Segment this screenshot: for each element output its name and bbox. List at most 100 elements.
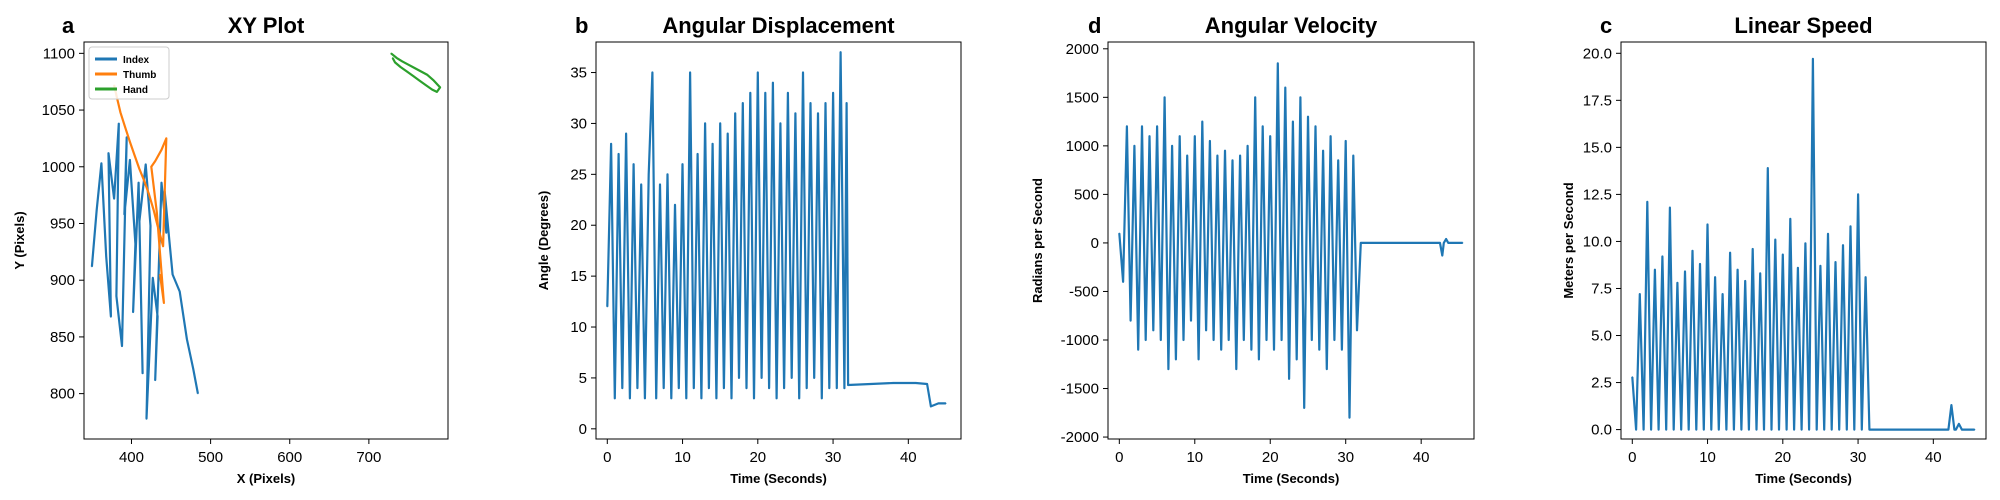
data-point: [1680, 429, 1682, 431]
plot-frame: [1620, 41, 1987, 440]
data-point: [1288, 378, 1290, 380]
data-point: [618, 153, 620, 155]
data-point: [1239, 155, 1241, 157]
data-point: [1224, 150, 1226, 152]
data-point: [779, 122, 782, 124]
data-point: [1774, 239, 1776, 241]
data-point: [186, 338, 188, 340]
data-point: [157, 225, 159, 227]
data-point: [425, 84, 427, 86]
y-tick-label: 950: [50, 215, 75, 232]
series-line-index: [90, 122, 199, 420]
data-point: [843, 387, 846, 389]
data-point: [394, 61, 396, 64]
data-point: [134, 243, 136, 245]
data-point: [1194, 135, 1196, 137]
data-point: [1348, 417, 1351, 419]
data-point: [813, 377, 815, 379]
data-point: [723, 387, 725, 389]
data-point: [420, 70, 422, 73]
data-point: [1816, 429, 1818, 431]
chart-panel-b: 0 10 20 30 40 0 5 10 15 20 25 30 35 Angular Displacem…: [536, 13, 962, 486]
data-point: [1273, 349, 1275, 351]
data-point: [145, 418, 148, 420]
data-point: [431, 89, 433, 91]
data-point: [1654, 269, 1656, 271]
y-tick-label: 25: [570, 166, 587, 183]
x-tick-label: 10: [1186, 449, 1203, 466]
data-point: [1646, 201, 1648, 203]
data-point: [406, 70, 408, 73]
x-axis-label: Time (Seconds): [730, 471, 827, 486]
data-point: [685, 397, 687, 399]
x-tick-label: 20: [1774, 449, 1791, 466]
data-point: [1126, 125, 1128, 127]
data-point: [1318, 349, 1320, 351]
data-point: [1635, 429, 1637, 431]
y-tick-label: 1100: [43, 45, 75, 62]
data-point: [1718, 429, 1720, 431]
data-point: [138, 182, 140, 184]
data-point: [1281, 339, 1283, 341]
x-tick-label: 30: [1850, 449, 1867, 466]
data-point: [1235, 368, 1237, 370]
chart-title: Angular Displacement: [662, 13, 895, 38]
y-tick-label: 0: [1091, 235, 1099, 252]
data-point: [1650, 429, 1652, 431]
data-point: [192, 368, 194, 370]
x-tick-label: 0: [1628, 449, 1636, 466]
chart-panel-a: 400 500 600 700 800 850 900 950 1000 1050 1100 XY P…: [12, 13, 449, 486]
data-point: [1164, 96, 1166, 98]
data-point: [138, 220, 140, 222]
series-line-data: [1631, 57, 1975, 431]
data-point: [152, 277, 154, 279]
data-point: [154, 160, 156, 162]
chart-title: XY Plot: [228, 13, 305, 38]
data-point: [1706, 223, 1709, 226]
y-tick-label: 0.0: [1591, 422, 1612, 439]
x-tick-label: 30: [825, 449, 842, 466]
data-point: [148, 193, 150, 195]
data-point: [1299, 96, 1301, 98]
y-axis-label: Radians per Second: [1030, 178, 1045, 303]
data-point: [1789, 218, 1791, 220]
data-point: [1148, 135, 1151, 137]
data-point: [1326, 368, 1328, 370]
data-point: [149, 225, 152, 227]
y-tick-label: -500: [1069, 283, 1099, 300]
x-tick-label: 30: [1337, 449, 1354, 466]
y-tick-label: 20.0: [1583, 45, 1612, 62]
data-point: [700, 397, 703, 399]
data-point: [715, 397, 718, 399]
data-point: [621, 387, 623, 389]
y-tick-label: 17.5: [1583, 92, 1612, 109]
data-point: [648, 173, 650, 175]
data-point: [1152, 329, 1154, 331]
y-tick-label: 20: [570, 217, 587, 234]
data-point: [1729, 252, 1731, 254]
data-point: [1360, 242, 1362, 244]
data-point: [1445, 238, 1447, 240]
data-point: [753, 397, 755, 399]
data-point: [1872, 429, 1874, 431]
y-tick-label: 900: [50, 272, 75, 289]
y-tick-label: -1000: [1061, 332, 1099, 349]
data-point: [937, 402, 940, 404]
data-point: [1307, 116, 1309, 118]
data-point: [113, 197, 115, 200]
data-point: [1676, 282, 1678, 284]
data-point: [1213, 339, 1215, 341]
x-tick-label: 40: [1925, 449, 1942, 466]
data-point: [1296, 358, 1298, 360]
y-tick-label: 10: [570, 319, 587, 336]
plot-frame: [1107, 41, 1475, 440]
data-point: [1958, 423, 1960, 425]
data-point: [1345, 140, 1347, 142]
data-point: [91, 266, 93, 268]
data-point: [142, 372, 144, 374]
data-point: [1330, 135, 1332, 137]
data-point: [1853, 429, 1855, 431]
y-tick-label: 1050: [42, 102, 75, 119]
data-point: [1333, 339, 1335, 341]
